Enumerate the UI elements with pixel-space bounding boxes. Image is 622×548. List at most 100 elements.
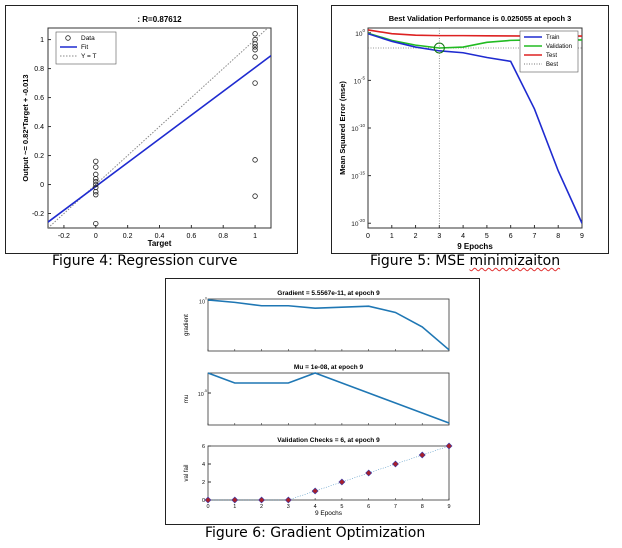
caption-figure-5-misspelled: minimizaiton	[469, 253, 561, 269]
y-tick-label: 10-20	[351, 218, 365, 228]
legend-box	[519, 30, 579, 73]
panel-3-val-fail-marker	[338, 478, 346, 486]
panel-3-x-label: 9 Epochs	[315, 510, 343, 517]
y-tick-label: 0.6	[34, 95, 44, 102]
identity-line	[48, 28, 269, 228]
panel-3-x-tick-label: 5	[340, 504, 343, 510]
panel-3-x-tick-label: 7	[394, 504, 397, 510]
x-axis-label: Target	[148, 239, 172, 248]
panel-3-x-tick-label: 0	[206, 504, 209, 510]
panel-1-gradient-line	[207, 299, 450, 351]
panel-3-y-tick-label: 4	[202, 462, 205, 468]
panel-2-title: Mu = 1e-08, at epoch 9	[294, 364, 364, 371]
chart-title: : R=0.87612	[137, 15, 182, 24]
mse-chart: Best Validation Performance is 0.025055 …	[338, 14, 584, 251]
legend-label: Data	[81, 35, 95, 42]
legend: Train Validation Test Best	[519, 30, 579, 73]
y-tick-label: -0.2	[32, 211, 44, 218]
data-point	[93, 178, 99, 185]
panel-3-val-fail-line	[208, 445, 450, 501]
data-point	[252, 41, 258, 47]
caption-figure-5: Figure 5: MSE minimizaiton	[370, 253, 560, 269]
figure-mse: Best Validation Performance is 0.025055 …	[331, 5, 609, 254]
y-tick-label: 0.4	[34, 124, 44, 131]
x-tick-label: 0.6	[186, 233, 196, 240]
panel-2-y-tick-label: 10-5	[198, 389, 207, 398]
figure-gradient-optimization: Gradient = 5.5567e-11, at epoch 9 gradien…	[165, 278, 480, 525]
panel-2-plot-area	[207, 372, 450, 426]
panel-1-y-label: gradient	[184, 314, 190, 336]
data-point	[252, 80, 258, 86]
chart-title: Best Validation Performance is 0.025055 …	[389, 14, 572, 23]
panel-3-val-fail-marker	[418, 451, 426, 459]
y-axis-label: Output ~= 0.82*Target + -0.013	[21, 74, 30, 181]
panel-3-title: Validation Checks = 6, at epoch 9	[277, 437, 380, 444]
x-tick-label: 8	[556, 233, 560, 240]
y-tick-label: 0.8	[34, 66, 44, 73]
panel-3-x-tick-label: 9	[447, 504, 450, 510]
gradient-optimization-chart: Gradient = 5.5567e-11, at epoch 9 gradien…	[184, 290, 453, 517]
regression-chart: : R=0.87612 Target Output ~= 0.82*Target +…	[21, 15, 272, 248]
y-tick-label: 10-10	[351, 123, 365, 133]
data-point	[93, 164, 99, 170]
legend-label: Validation	[546, 44, 572, 50]
legend-label: Fit	[81, 44, 88, 51]
legend-label: Y = T	[81, 53, 97, 60]
x-axis-label: 9 Epochs	[457, 242, 493, 251]
panel-3-val-fail-marker	[392, 460, 399, 468]
y-tick-label: 10-5	[354, 75, 366, 85]
figure-regression: : R=0.87612 Target Output ~= 0.82*Target +…	[5, 5, 298, 254]
panel-3-x-tick-label: 3	[287, 504, 290, 510]
y-tick-label: 100	[355, 28, 365, 38]
panel-3-val-fail-marker	[231, 496, 239, 504]
panel-3-val-fail-marker	[445, 442, 453, 450]
x-tick-label: 3	[437, 233, 441, 240]
series-group	[48, 28, 271, 228]
data-point	[93, 189, 99, 195]
data-point	[252, 54, 258, 60]
panel-1-plot-area	[207, 298, 450, 352]
caption-figure-6: Figure 6: Gradient Optimization	[205, 525, 426, 541]
data-point	[252, 31, 258, 37]
legend-label: Train	[546, 35, 559, 41]
y-axis-label: Mean Squared Error (mse)	[338, 81, 347, 175]
y-tick-label: 0	[40, 182, 44, 189]
caption-figure-5-text: Figure 5: MSE	[370, 253, 470, 269]
panel-2-mu-line	[207, 372, 450, 424]
x-tick-label: 1	[253, 233, 257, 240]
panel-3-plot-area	[207, 445, 450, 501]
panel-3-y-label: val fail	[184, 464, 190, 481]
data-point	[252, 193, 258, 199]
best-circle	[433, 42, 445, 54]
panel-3-x-tick-label: 4	[314, 504, 317, 510]
x-tick-label: 0	[366, 233, 370, 240]
panel-3-val-fail-marker	[284, 496, 292, 504]
data-point	[252, 157, 258, 163]
panel-3-val-fail-marker	[311, 487, 319, 495]
data-point	[93, 158, 99, 165]
x-tick-label: 4	[461, 233, 465, 240]
panel-3-y-tick-label: 2	[202, 480, 205, 486]
panel-3-x-tick-label: 8	[421, 504, 424, 510]
legend-data-marker	[65, 35, 71, 41]
panel-1-title: Gradient = 5.5567e-11, at epoch 9	[277, 290, 380, 297]
legend: Data Fit Y = T	[55, 31, 117, 65]
data-point	[93, 176, 99, 182]
panel-1-y-tick-label: 100	[199, 296, 207, 305]
data-point	[252, 47, 258, 53]
panel-3-val-fail-marker	[258, 496, 265, 504]
panel-3-x-tick-label: 2	[260, 504, 263, 510]
y-tick-label: 1	[40, 37, 44, 44]
legend-label: Test	[546, 53, 557, 59]
series-train-line	[368, 32, 582, 224]
x-tick-label: 9	[580, 233, 584, 240]
panel-3-val-fail-marker	[204, 496, 212, 504]
y-tick-label: 10-15	[351, 171, 365, 181]
x-tick-label: 0.4	[155, 233, 165, 240]
panel-3-val-fail-marker	[365, 469, 373, 477]
x-tick-label: 0.8	[218, 233, 228, 240]
panel-3-y-tick-label: 6	[202, 444, 205, 450]
x-tick-label: 7	[532, 233, 536, 240]
panel-3-x-tick-label: 1	[233, 504, 236, 510]
x-tick-label: -0.2	[58, 233, 70, 240]
